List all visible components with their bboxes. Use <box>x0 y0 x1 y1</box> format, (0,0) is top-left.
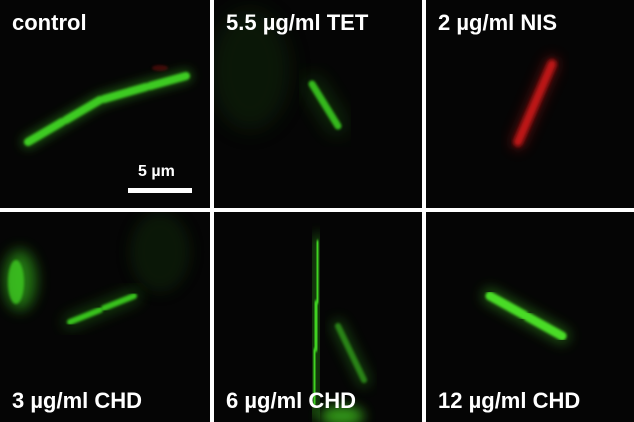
bacterium-cell <box>100 83 150 103</box>
panel-chd-12: 12 µg/ml CHD <box>426 212 634 422</box>
scale-bar <box>128 188 192 193</box>
bacterium-cell <box>310 348 319 406</box>
bacterium-cell <box>311 300 321 352</box>
bacterium-cell <box>513 59 557 147</box>
bacterium-cell <box>485 291 529 320</box>
panel-control: control 5 µm <box>0 0 210 208</box>
micrograph-control <box>21 65 193 149</box>
bacterium-cell <box>24 118 66 146</box>
bacterium-cell <box>335 323 367 383</box>
bacterium-cell <box>62 96 104 124</box>
panel-label: 5.5 µg/ml TET <box>226 10 369 35</box>
panel-label: 6 µg/ml CHD <box>226 388 357 413</box>
bacterium-cell <box>523 312 567 341</box>
micrograph-chd-12 <box>482 288 570 344</box>
micrograph-chd-6 <box>306 234 371 422</box>
panel-label: 2 µg/ml NIS <box>438 10 558 35</box>
bacterium-cell <box>67 307 103 325</box>
micrograph-tet <box>214 10 345 133</box>
bacterium-cell <box>308 80 342 130</box>
scale-bar-label: 5 µm <box>138 163 175 180</box>
bacterium-cell <box>313 240 322 304</box>
panel-chd-3: 3 µg/ml CHD <box>0 212 210 422</box>
micrograph-chd-3 <box>4 212 190 329</box>
bacterium-cell <box>101 293 137 311</box>
panel-chd-6: 6 µg/ml CHD <box>214 212 422 422</box>
panel-label: 12 µg/ml CHD <box>438 388 581 413</box>
panel-label: control <box>12 10 87 35</box>
panel-nis: 2 µg/ml NIS <box>426 0 634 208</box>
panel-label: 3 µg/ml CHD <box>12 388 143 413</box>
bacterium-cell <box>146 72 190 90</box>
micrograph-nis <box>510 56 560 150</box>
panel-tet: 5.5 µg/ml TET <box>214 0 422 208</box>
